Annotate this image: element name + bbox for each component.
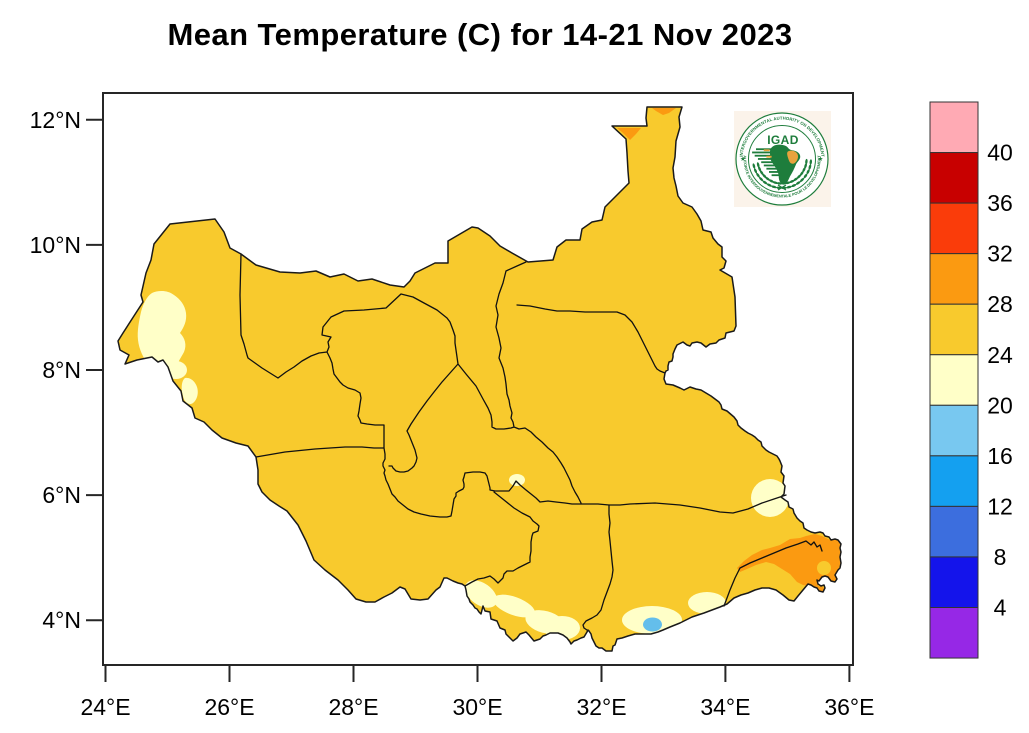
svg-text:IGAD: IGAD bbox=[767, 133, 799, 147]
svg-text:32°E: 32°E bbox=[576, 694, 626, 720]
svg-text:10°N: 10°N bbox=[30, 232, 81, 258]
svg-text:26°E: 26°E bbox=[204, 694, 254, 720]
svg-text:★: ★ bbox=[818, 155, 824, 163]
svg-text:12: 12 bbox=[987, 493, 1013, 519]
svg-text:32: 32 bbox=[987, 241, 1013, 267]
svg-text:40: 40 bbox=[987, 140, 1013, 166]
svg-text:8°N: 8°N bbox=[42, 357, 81, 383]
svg-text:28°E: 28°E bbox=[328, 694, 378, 720]
svg-text:28: 28 bbox=[987, 291, 1013, 317]
svg-text:4: 4 bbox=[994, 595, 1007, 621]
svg-text:8: 8 bbox=[994, 544, 1007, 570]
svg-text:20: 20 bbox=[987, 392, 1013, 418]
svg-text:24: 24 bbox=[987, 342, 1013, 368]
svg-text:16: 16 bbox=[987, 443, 1013, 469]
svg-text:34°E: 34°E bbox=[700, 694, 750, 720]
svg-text:Mean Temperature (C) for 14-21: Mean Temperature (C) for 14-21 Nov 2023 bbox=[167, 17, 792, 52]
svg-text:36°E: 36°E bbox=[824, 694, 874, 720]
svg-text:30°E: 30°E bbox=[452, 694, 502, 720]
svg-text:6°N: 6°N bbox=[42, 482, 81, 508]
svg-text:★: ★ bbox=[740, 155, 746, 163]
svg-text:24°E: 24°E bbox=[80, 694, 130, 720]
svg-text:36: 36 bbox=[987, 190, 1013, 216]
svg-text:12°N: 12°N bbox=[30, 107, 81, 133]
svg-text:4°N: 4°N bbox=[42, 607, 81, 633]
